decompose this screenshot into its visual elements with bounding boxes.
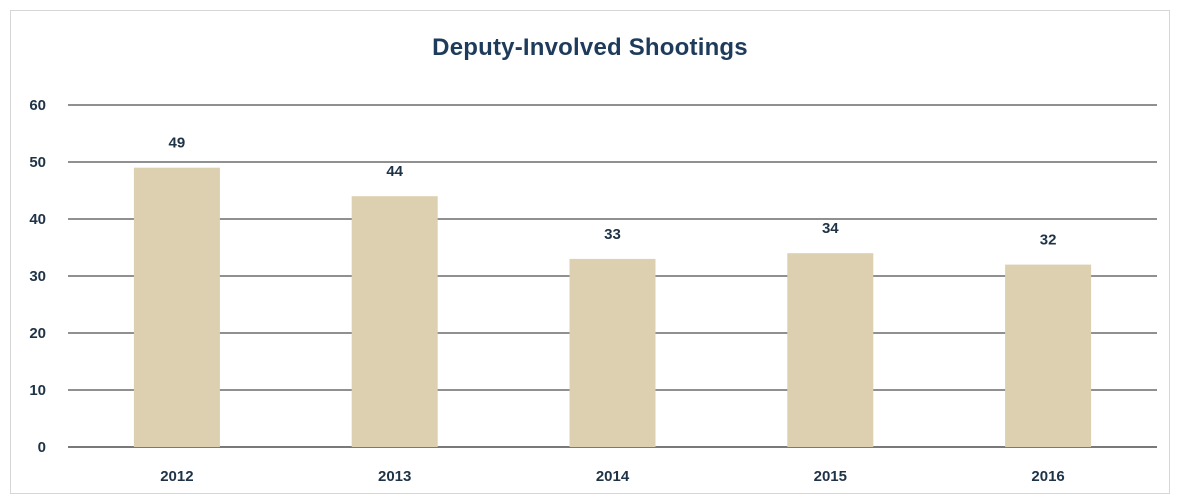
y-tick-label: 50 [29, 154, 46, 171]
data-label: 33 [604, 226, 621, 243]
x-tick-label: 2016 [1031, 468, 1064, 485]
y-tick-label: 10 [29, 382, 46, 399]
x-tick-label: 2013 [378, 468, 411, 485]
data-label: 44 [386, 163, 403, 180]
y-tick-label: 40 [29, 211, 46, 228]
x-tick-label: 2014 [596, 468, 630, 485]
y-tick-label: 60 [29, 97, 46, 114]
bar-2012 [133, 167, 220, 447]
data-label: 34 [822, 220, 839, 237]
bar-2013 [351, 196, 438, 447]
x-tick-label: 2012 [160, 468, 193, 485]
data-label: 49 [169, 135, 186, 152]
data-label: 32 [1040, 232, 1057, 249]
bar-2014 [569, 258, 656, 447]
x-tick-label: 2015 [814, 468, 847, 485]
bar-2015 [787, 253, 874, 447]
y-tick-label: 30 [29, 268, 46, 285]
chart-title: Deputy-Involved Shootings [432, 34, 748, 61]
bar-2016 [1005, 264, 1092, 447]
y-tick-label: 20 [29, 325, 46, 342]
y-tick-label: 0 [38, 439, 46, 456]
